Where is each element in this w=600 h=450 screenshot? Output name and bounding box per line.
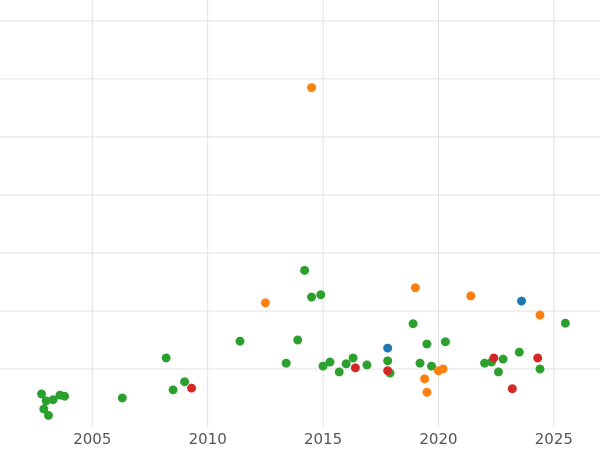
data-point-red — [383, 366, 393, 376]
data-point-green — [341, 359, 351, 369]
data-point-green — [422, 339, 432, 349]
data-point-green — [293, 335, 303, 345]
data-point-green — [325, 357, 335, 367]
data-point-green — [316, 290, 326, 300]
data-point-green — [180, 377, 190, 387]
data-point-orange — [466, 291, 476, 301]
data-point-green — [498, 354, 508, 364]
data-point-green — [493, 367, 503, 377]
data-point-orange — [422, 387, 432, 397]
data-point-orange — [420, 374, 430, 384]
data-point-green — [535, 364, 545, 374]
data-point-blue — [517, 296, 527, 306]
x-tick-label: 2010 — [189, 430, 227, 448]
data-point-green — [41, 396, 51, 406]
data-point-green — [37, 389, 47, 399]
data-point-red — [507, 384, 517, 394]
data-point-green — [362, 360, 372, 370]
data-point-green — [39, 404, 49, 414]
data-point-green — [408, 319, 418, 329]
x-tick-label: 2015 — [304, 430, 342, 448]
data-point-green — [415, 358, 425, 368]
data-point-red — [489, 353, 499, 363]
data-point-green — [60, 391, 70, 401]
data-point-green — [334, 367, 344, 377]
data-point-green — [427, 361, 437, 371]
x-tick-label: 2025 — [535, 430, 573, 448]
data-point-green — [383, 356, 393, 366]
data-point-green — [560, 318, 570, 328]
data-point-green — [440, 337, 450, 347]
data-point-green — [117, 393, 127, 403]
data-point-green — [300, 265, 310, 275]
data-point-green — [480, 358, 490, 368]
data-point-green — [514, 347, 524, 357]
x-tick-label: 2020 — [419, 430, 457, 448]
data-point-green — [235, 336, 245, 346]
data-point-orange — [438, 364, 448, 374]
data-point-green — [43, 410, 53, 420]
data-point-orange — [307, 83, 317, 93]
data-point-green — [318, 361, 328, 371]
data-point-blue — [383, 343, 393, 353]
data-point-red — [187, 383, 197, 393]
data-point-orange — [535, 310, 545, 320]
data-point-green — [307, 292, 317, 302]
data-point-green — [348, 353, 358, 363]
data-point-green — [168, 385, 178, 395]
data-point-orange — [410, 283, 420, 293]
data-point-red — [350, 363, 360, 373]
data-point-green — [48, 395, 58, 405]
x-tick-label: 2005 — [73, 430, 111, 448]
data-point-orange — [260, 298, 270, 308]
data-point-green — [281, 358, 291, 368]
data-point-red — [533, 353, 543, 363]
data-point-green — [161, 353, 171, 363]
